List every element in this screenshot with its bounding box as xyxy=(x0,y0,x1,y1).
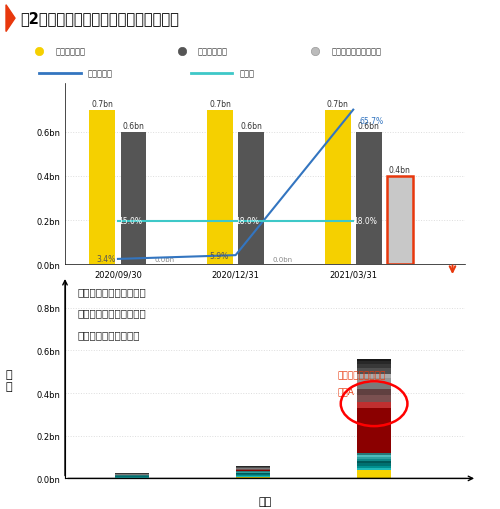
Bar xyxy=(357,374,391,378)
Bar xyxy=(356,132,382,265)
Text: 既発生工事原価累計額: 既発生工事原価累計額 xyxy=(332,47,382,56)
Bar xyxy=(357,402,391,408)
Bar xyxy=(236,472,270,473)
Bar xyxy=(357,395,391,402)
Bar xyxy=(236,470,270,471)
Bar xyxy=(357,455,391,457)
Text: 各期: 各期 xyxy=(258,496,272,506)
Bar xyxy=(357,408,391,453)
Bar xyxy=(357,389,391,395)
Bar xyxy=(207,110,233,265)
Bar xyxy=(357,459,391,462)
Text: 工種別既発生原価累積額: 工種別既発生原価累積額 xyxy=(77,287,146,296)
Bar xyxy=(357,462,391,464)
Text: 18.0%: 18.0% xyxy=(236,217,260,226)
Text: 0.6bn: 0.6bn xyxy=(358,122,380,131)
Bar xyxy=(236,474,270,475)
Bar xyxy=(357,384,391,389)
Bar xyxy=(357,453,391,455)
Text: 0.0bn: 0.0bn xyxy=(272,257,292,263)
Bar xyxy=(236,471,270,472)
Text: （各期累積額を工種別に: （各期累積額を工種別に xyxy=(77,308,146,318)
Text: 色分けした棒グラフ）: 色分けした棒グラフ） xyxy=(77,329,140,340)
Bar xyxy=(387,177,413,265)
Bar xyxy=(357,359,391,361)
Text: 0.7bn: 0.7bn xyxy=(327,100,348,108)
Text: 工程表と整合しない: 工程表と整合しない xyxy=(337,371,386,380)
Bar xyxy=(90,110,116,265)
Bar xyxy=(325,110,350,265)
Polygon shape xyxy=(6,6,15,33)
Bar xyxy=(357,470,391,478)
Text: 原価進捗率: 原価進捗率 xyxy=(88,69,112,78)
Bar xyxy=(357,364,391,369)
Bar xyxy=(357,457,391,459)
Bar xyxy=(120,132,146,265)
Text: 0.6bn: 0.6bn xyxy=(240,122,262,131)
Text: 15.0%: 15.0% xyxy=(118,217,142,226)
Bar xyxy=(357,361,391,364)
Text: 65.7%: 65.7% xyxy=(359,117,383,126)
Text: 5.9%: 5.9% xyxy=(210,252,229,261)
Text: 工事原価総額: 工事原価総額 xyxy=(198,47,228,56)
Text: 0.6bn: 0.6bn xyxy=(122,122,144,131)
Bar xyxy=(238,132,264,265)
Text: 図2　進捗度の推移と工種別の原価明細: 図2 進捗度の推移と工種別の原価明細 xyxy=(20,11,179,26)
Bar xyxy=(236,473,270,474)
Bar xyxy=(357,466,391,468)
Bar xyxy=(357,468,391,470)
Text: 利益率: 利益率 xyxy=(240,69,254,78)
Bar xyxy=(236,477,270,478)
Bar xyxy=(357,369,391,374)
Bar xyxy=(236,475,270,476)
Text: 18.0%: 18.0% xyxy=(354,217,377,226)
Bar xyxy=(357,464,391,466)
Text: 0.7bn: 0.7bn xyxy=(209,100,231,108)
Bar xyxy=(236,476,270,477)
Text: 0.4bn: 0.4bn xyxy=(389,166,411,175)
Text: 0.0bn: 0.0bn xyxy=(154,257,174,263)
Text: 金
額: 金 額 xyxy=(6,370,12,391)
Bar xyxy=(114,477,148,478)
Text: 工種A: 工種A xyxy=(337,386,354,395)
Bar xyxy=(357,378,391,384)
Text: 3.4%: 3.4% xyxy=(97,254,116,264)
Text: 0.7bn: 0.7bn xyxy=(92,100,114,108)
Text: 工事収益総額: 工事収益総額 xyxy=(56,47,86,56)
